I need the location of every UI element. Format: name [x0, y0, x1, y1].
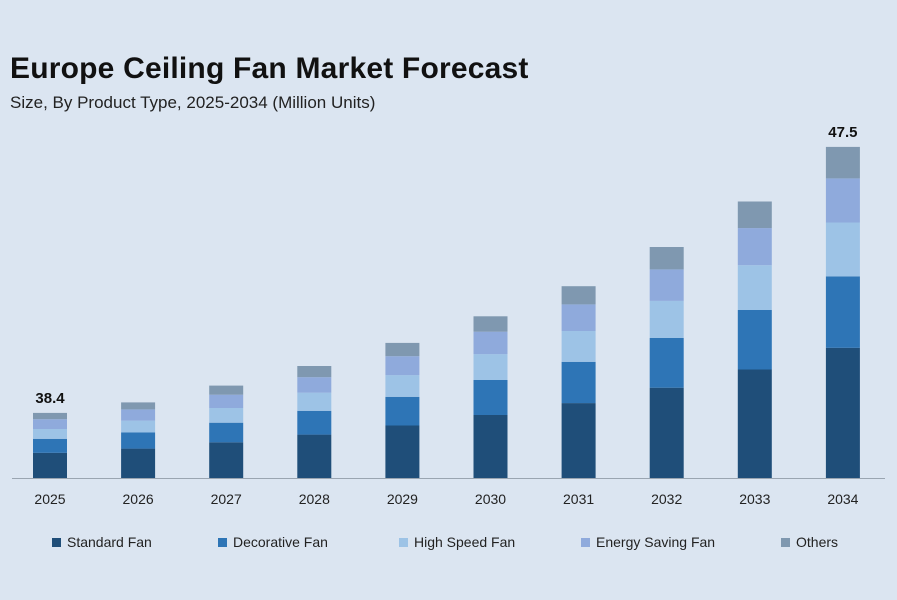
chart-subtitle: Size, By Product Type, 2025-2034 (Millio… — [10, 93, 376, 112]
bar-segment-decorative-fan-2029 — [385, 396, 420, 426]
bar-segment-energy-saving-fan-2025 — [33, 419, 67, 429]
bar-segment-high-speed-fan-2033 — [737, 265, 772, 310]
bar-segment-standard-fan-2033 — [737, 369, 772, 478]
bar-segment-decorative-fan-2027 — [209, 422, 244, 443]
bar-segment-standard-fan-2025 — [33, 452, 67, 478]
bar-segment-others-2033 — [737, 201, 772, 229]
chart-legend: Standard Fan Decorative Fan High Speed Fan… — [0, 534, 897, 554]
stacked-bar-chart: 2025 38.4 2026 2027 2028 2029 2030 2031 2032 2033… — [12, 124, 885, 507]
x-tick-label-2025: 2025 — [34, 491, 65, 507]
legend-swatch — [52, 537, 61, 547]
bar-segment-high-speed-fan-2034 — [825, 222, 860, 277]
data-label-2025: 38.4 — [35, 390, 65, 407]
bar-segment-others-2029 — [385, 342, 420, 357]
bar-segment-others-2032 — [649, 247, 684, 270]
bar-segment-others-2034 — [825, 146, 860, 179]
legend-item-others: Others — [781, 534, 838, 550]
bar-segment-others-2031 — [561, 286, 596, 305]
bar-segment-high-speed-fan-2026 — [121, 420, 156, 433]
bar-segment-standard-fan-2031 — [561, 403, 596, 478]
bar-segment-standard-fan-2029 — [385, 425, 420, 478]
bar-segment-high-speed-fan-2029 — [385, 375, 420, 397]
bar-segment-standard-fan-2028 — [297, 434, 332, 478]
bar-segment-standard-fan-2030 — [473, 415, 508, 478]
bar-segment-others-2028 — [297, 366, 332, 378]
bar-segment-energy-saving-fan-2030 — [473, 331, 508, 355]
bar-segment-energy-saving-fan-2026 — [121, 409, 156, 421]
bar-segment-high-speed-fan-2032 — [649, 300, 684, 338]
legend-label: Others — [796, 534, 839, 550]
bar-segment-others-2025 — [33, 412, 67, 420]
data-label-2034: 47.5 — [828, 124, 857, 141]
bar-segment-others-2030 — [473, 316, 508, 332]
legend-item-energy-saving-fan: Energy Saving Fan — [581, 534, 715, 550]
x-tick-label-2033: 2033 — [739, 491, 770, 507]
bar-segment-decorative-fan-2025 — [33, 438, 67, 453]
legend-label: High Speed Fan — [414, 534, 516, 550]
bar-segment-high-speed-fan-2027 — [209, 408, 244, 423]
bar-segment-high-speed-fan-2028 — [297, 392, 332, 411]
bar-segment-decorative-fan-2028 — [297, 410, 332, 435]
bar-segment-energy-saving-fan-2033 — [737, 228, 772, 266]
bar-segment-decorative-fan-2033 — [737, 310, 772, 370]
legend-item-decorative-fan: Decorative Fan — [218, 534, 328, 550]
legend-swatch — [581, 537, 590, 547]
bar-segment-energy-saving-fan-2028 — [297, 377, 332, 393]
bar-segment-decorative-fan-2026 — [121, 432, 156, 449]
x-tick-label-2030: 2030 — [475, 491, 506, 507]
x-tick-label-2026: 2026 — [123, 491, 154, 507]
bar-segment-energy-saving-fan-2029 — [385, 356, 420, 376]
bar-segment-energy-saving-fan-2032 — [649, 269, 684, 301]
bar-segment-decorative-fan-2030 — [473, 380, 508, 415]
bar-segment-high-speed-fan-2030 — [473, 354, 508, 380]
legend-swatch — [781, 537, 790, 547]
bar-segment-energy-saving-fan-2027 — [209, 394, 244, 408]
x-tick-label-2031: 2031 — [563, 491, 594, 507]
x-tick-label-2027: 2027 — [211, 491, 242, 507]
x-tick-label-2034: 2034 — [827, 491, 858, 507]
bar-segment-standard-fan-2034 — [825, 347, 860, 478]
legend-label: Decorative Fan — [233, 534, 328, 550]
legend-item-standard-fan: Standard Fan — [52, 534, 152, 550]
bar-segment-energy-saving-fan-2034 — [825, 178, 860, 223]
bar-segment-high-speed-fan-2025 — [33, 429, 67, 439]
x-tick-label-2028: 2028 — [299, 491, 330, 507]
x-tick-label-2029: 2029 — [387, 491, 418, 507]
bar-segment-standard-fan-2032 — [649, 387, 684, 478]
bar-segment-others-2027 — [209, 385, 244, 395]
legend-swatch — [218, 537, 227, 547]
legend-swatch — [399, 537, 408, 547]
x-tick-label-2032: 2032 — [651, 491, 682, 507]
bar-segment-decorative-fan-2031 — [561, 361, 596, 404]
bar-segment-decorative-fan-2032 — [649, 338, 684, 388]
legend-item-high-speed-fan: High Speed Fan — [399, 534, 515, 550]
chart-title: Europe Ceiling Fan Market Forecast — [10, 52, 529, 85]
legend-label: Standard Fan — [67, 534, 152, 550]
bar-segment-energy-saving-fan-2031 — [561, 304, 596, 331]
bar-segment-standard-fan-2027 — [209, 442, 244, 478]
bar-segment-decorative-fan-2034 — [825, 276, 860, 348]
bar-segment-high-speed-fan-2031 — [561, 331, 596, 362]
legend-label: Energy Saving Fan — [596, 534, 716, 550]
bar-segment-standard-fan-2026 — [121, 448, 156, 478]
bar-segment-others-2026 — [121, 402, 156, 410]
